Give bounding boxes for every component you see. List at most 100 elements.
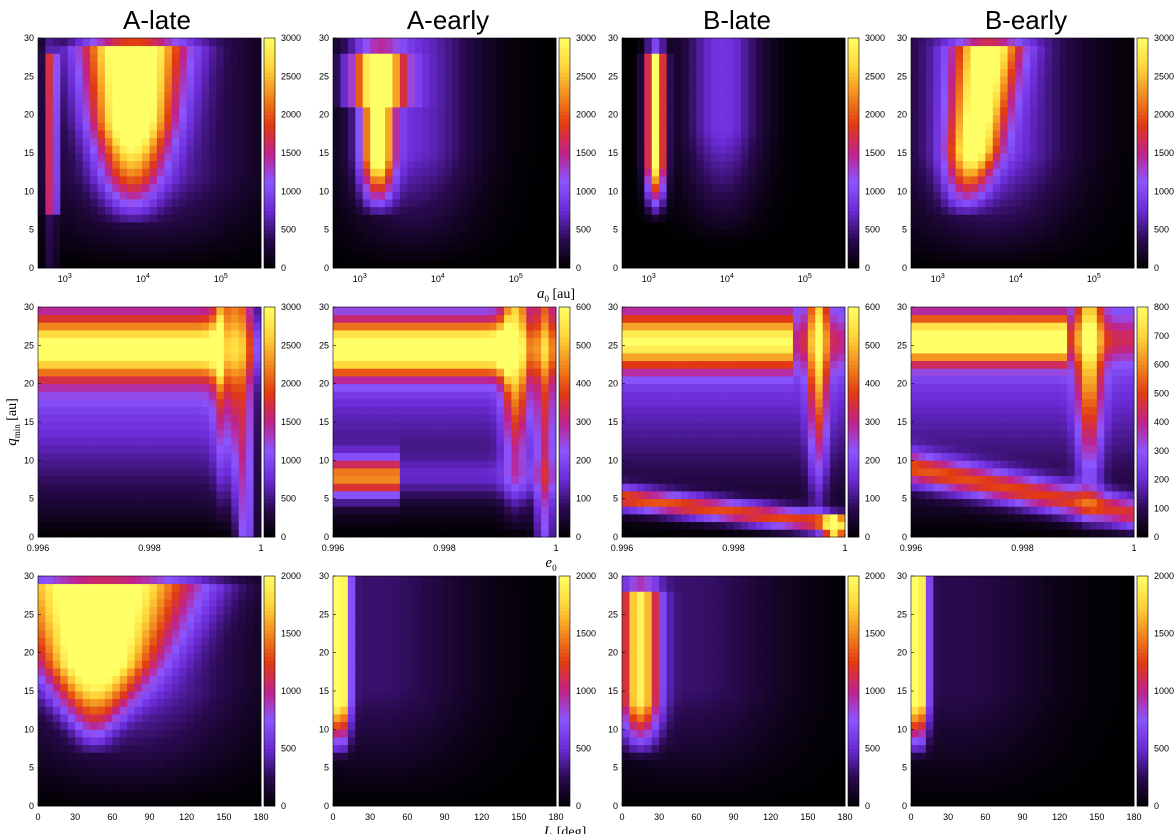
heatmap-cell — [399, 260, 408, 269]
heatmap-cell — [1089, 130, 1098, 139]
heatmap-cell — [518, 176, 527, 185]
heatmap-cell — [246, 176, 254, 185]
heatmap-cell — [437, 252, 445, 261]
heatmap-cell — [830, 160, 838, 169]
heatmap-cell — [208, 483, 217, 492]
heatmap-cell — [778, 53, 786, 62]
heatmap-cell — [1052, 107, 1061, 116]
colorbar-segment — [264, 245, 275, 250]
heatmap-cell — [142, 245, 150, 254]
heatmap-cell — [785, 53, 794, 62]
colorbar-segment — [264, 252, 275, 257]
heatmap-cell — [97, 445, 106, 454]
heatmap-cell — [45, 521, 54, 530]
heatmap-cell — [822, 38, 831, 47]
heatmap-cell — [1096, 61, 1105, 70]
heatmap-cell — [38, 229, 46, 238]
heatmap-cell — [977, 222, 986, 231]
colorbar-segment — [848, 222, 859, 227]
colorbar-segment — [264, 337, 275, 342]
heatmap-cell — [644, 214, 653, 223]
heatmap-cell — [688, 114, 697, 123]
y-tick-label: 25 — [24, 71, 34, 81]
heatmap-cell — [815, 99, 824, 108]
heatmap-cell — [90, 68, 98, 77]
colorbar-segment — [559, 156, 570, 162]
heatmap-cell — [347, 68, 356, 77]
colorbar-segment — [264, 164, 275, 169]
heatmap-cell — [171, 475, 180, 484]
heatmap-cell — [75, 91, 83, 100]
heatmap-cell — [481, 68, 490, 77]
heatmap-cell — [755, 168, 764, 177]
heatmap-cell — [778, 214, 786, 223]
heatmap-cell — [688, 214, 697, 223]
heatmap-cell — [201, 45, 210, 54]
heatmap-cell — [918, 206, 927, 215]
heatmap-cell — [985, 260, 994, 269]
heatmap-cell — [45, 353, 54, 362]
heatmap-cell — [703, 245, 712, 254]
heatmap-cell — [733, 206, 742, 215]
heatmap-cell — [666, 206, 675, 215]
heatmap-cell — [333, 491, 341, 500]
heatmap-cell — [1119, 206, 1127, 215]
heatmap-cell — [201, 160, 210, 169]
heatmap-cell — [1096, 45, 1105, 54]
heatmap-cell — [186, 160, 195, 169]
heatmap-cell — [97, 229, 106, 238]
heatmap-cell — [459, 214, 468, 223]
heatmap-cell — [1067, 168, 1075, 177]
heatmap-cell — [837, 137, 846, 146]
heatmap-cell — [429, 76, 438, 85]
heatmap-cell — [149, 460, 158, 469]
heatmap-cell — [511, 38, 520, 47]
heatmap-cell — [156, 114, 165, 123]
heatmap-cell — [399, 38, 408, 47]
heatmap-cell — [948, 53, 956, 62]
heatmap-cell — [216, 137, 225, 146]
heatmap-cell — [1074, 91, 1083, 100]
heatmap-cell — [414, 237, 423, 246]
heatmap-cell — [414, 114, 423, 123]
heatmap-cell — [253, 176, 262, 185]
heatmap-cell — [216, 38, 225, 47]
heatmap-cell — [52, 160, 61, 169]
colorbar-segment — [264, 498, 275, 503]
heatmap-cell — [666, 114, 675, 123]
heatmap-cell — [223, 245, 232, 254]
heatmap-cell — [940, 168, 949, 177]
heatmap-cell — [785, 122, 794, 131]
heatmap-cell — [164, 360, 173, 369]
heatmap-cell — [1096, 237, 1105, 246]
heatmap-cell — [119, 529, 128, 538]
heatmap-cell — [134, 76, 143, 85]
heatmap-cell — [45, 191, 54, 200]
heatmap-cell — [104, 183, 113, 192]
heatmap-cell — [1044, 252, 1053, 261]
heatmap-cell — [837, 91, 846, 100]
heatmap-cell — [60, 337, 69, 346]
heatmap-cell — [340, 475, 349, 484]
heatmap-cell — [548, 68, 557, 77]
heatmap-cell — [422, 168, 431, 177]
heatmap-cell — [90, 468, 98, 477]
heatmap-cell — [837, 222, 846, 231]
heatmap-cell — [231, 245, 240, 254]
heatmap-cell — [340, 107, 349, 116]
heatmap-cell — [171, 330, 180, 339]
heatmap-cell — [45, 237, 54, 246]
heatmap-cell — [1015, 38, 1023, 47]
heatmap-cell — [370, 214, 378, 223]
heatmap-cell — [792, 53, 801, 62]
heatmap-cell — [52, 130, 61, 139]
heatmap-cell — [503, 176, 512, 185]
heatmap-cell — [194, 176, 202, 185]
heatmap-cell — [45, 414, 54, 423]
heatmap-cell — [711, 76, 720, 85]
heatmap-cell — [1126, 260, 1135, 269]
heatmap-cell — [955, 229, 964, 238]
heatmap-cell — [992, 206, 1001, 215]
heatmap-cell — [1074, 45, 1083, 54]
heatmap-cell — [238, 368, 247, 377]
